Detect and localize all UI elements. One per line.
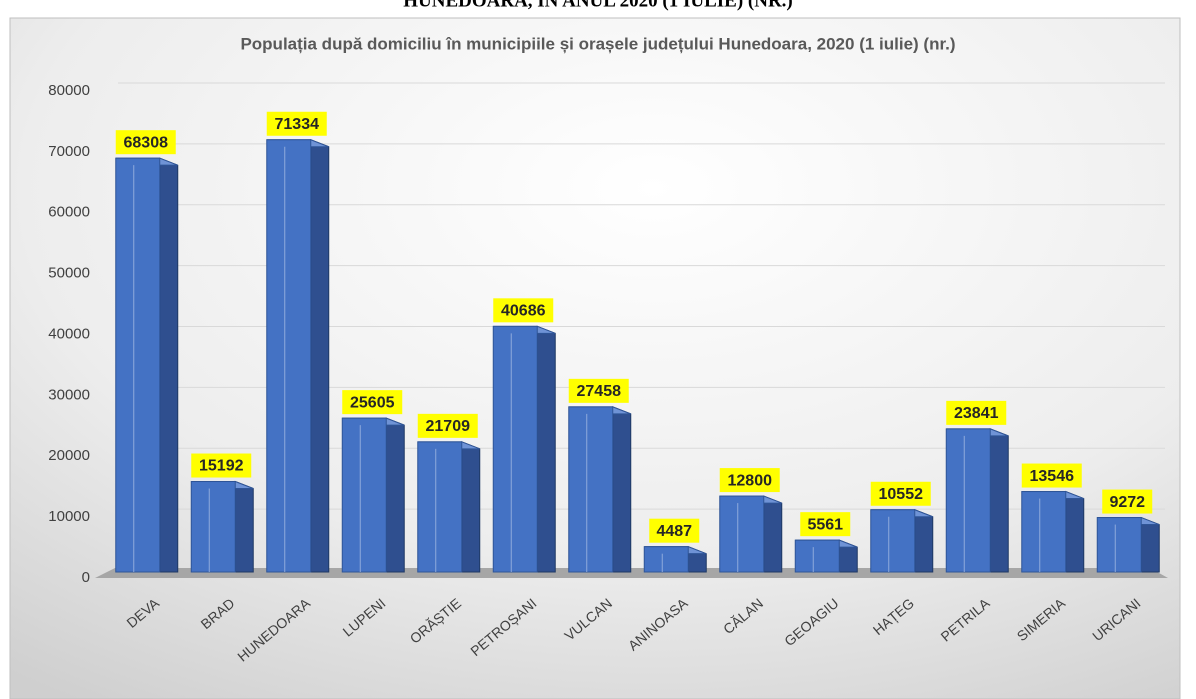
bar-side (612, 406, 632, 573)
data-label-bg (1021, 463, 1082, 488)
data-label: 12800 (728, 472, 773, 489)
bar-side (159, 157, 179, 573)
bar (568, 406, 614, 573)
bar-side (385, 417, 405, 573)
data-label: 9272 (1109, 494, 1145, 511)
bar-side (461, 441, 481, 573)
data-label: 27458 (577, 383, 622, 400)
y-tick-label: 80000 (48, 82, 90, 99)
data-label: 68308 (124, 134, 169, 151)
data-label: 25605 (350, 394, 395, 411)
data-label-bg (191, 453, 252, 478)
bar (1096, 517, 1142, 573)
data-label: 5561 (807, 516, 843, 533)
bar (794, 539, 840, 573)
y-tick-label: 0 (82, 569, 90, 586)
page-heading: HUNEDOARA, ÎN ANUL 2020 (1 IULIE) (NR.) (403, 0, 793, 11)
data-label-bg (568, 378, 629, 403)
data-label-bg (870, 481, 931, 506)
data-label-bg (946, 400, 1007, 425)
data-label-bg (1102, 489, 1153, 514)
data-label-bg (115, 130, 176, 155)
data-label-bg (649, 518, 700, 543)
data-label-bg (719, 468, 780, 493)
data-label-bg (493, 298, 554, 323)
bar-side (1065, 490, 1085, 573)
bar-side (536, 325, 556, 573)
bar-side (989, 428, 1009, 573)
data-label: 10552 (879, 486, 924, 503)
bar (945, 428, 991, 573)
bar (266, 139, 312, 573)
data-label-bg (342, 390, 403, 415)
bar (643, 546, 689, 573)
data-label: 23841 (954, 405, 999, 422)
bar (719, 495, 765, 573)
data-label-bg (800, 512, 851, 537)
y-tick-label: 10000 (48, 508, 90, 525)
chart-title: Populația după domiciliu în municipiile … (240, 34, 955, 53)
bar (115, 157, 161, 573)
bar (870, 509, 916, 573)
y-tick-label: 20000 (48, 447, 90, 464)
data-label: 40686 (501, 303, 546, 320)
data-label: 21709 (426, 418, 471, 435)
y-tick-label: 60000 (48, 204, 90, 221)
chart-area (9, 17, 1181, 699)
data-label: 4487 (656, 523, 692, 540)
y-tick-label: 30000 (48, 386, 90, 403)
y-tick-label: 70000 (48, 143, 90, 160)
bar-side (1140, 516, 1160, 573)
bar (417, 441, 463, 573)
bar (492, 325, 538, 573)
bar-side (763, 495, 783, 573)
data-label-bg (266, 111, 327, 136)
bar-side (310, 139, 330, 573)
bar (190, 481, 236, 573)
y-tick-label: 40000 (48, 325, 90, 342)
data-label: 15192 (199, 458, 244, 475)
bar-side (234, 480, 254, 573)
data-label: 13546 (1030, 468, 1075, 485)
data-label: 71334 (275, 116, 320, 133)
y-tick-label: 50000 (48, 265, 90, 282)
bar (1021, 491, 1067, 573)
bar-side (914, 509, 934, 573)
data-label-bg (417, 413, 478, 438)
bar (341, 417, 387, 573)
